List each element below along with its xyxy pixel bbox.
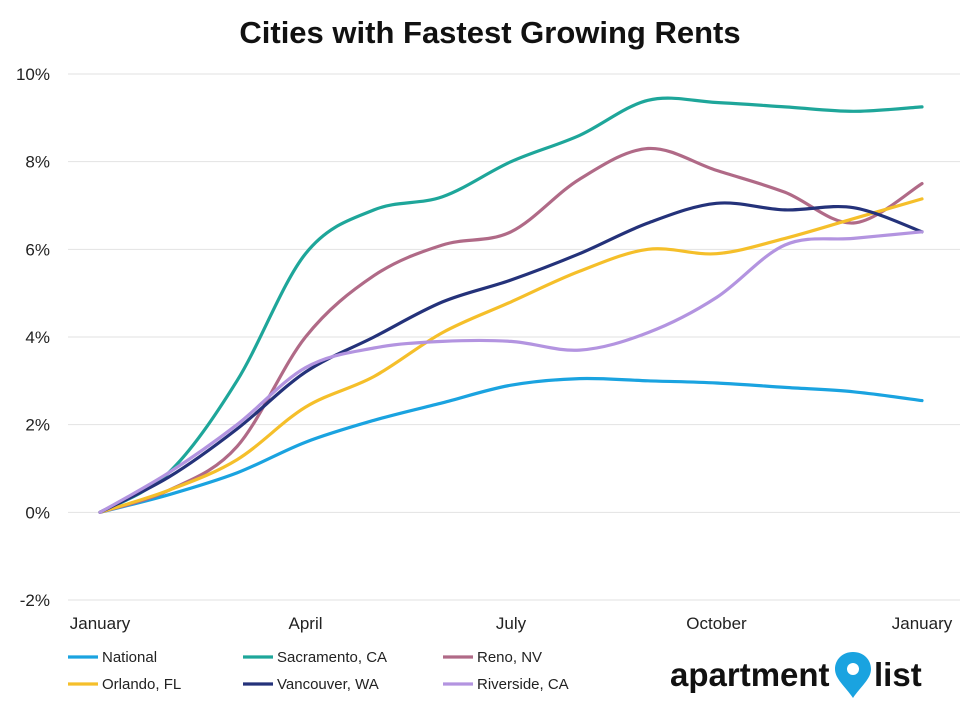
legend-item-national: National — [68, 649, 157, 666]
series-line-vancouver-wa — [98, 201, 924, 514]
legend-item-riverside-ca: Riverside, CA — [443, 676, 569, 693]
legend-label: National — [102, 649, 157, 666]
apartment-list-logo: apartment list — [670, 652, 922, 698]
legend-item-sacramento-ca: Sacramento, CA — [243, 649, 387, 666]
y-tick-label: 8% — [25, 153, 50, 172]
legend-label: Reno, NV — [477, 649, 542, 666]
logo-text-list: list — [874, 656, 922, 693]
chart-title: Cities with Fastest Growing Rents — [239, 15, 740, 50]
legend-item-reno-nv: Reno, NV — [443, 649, 542, 666]
y-tick-label: -2% — [20, 591, 50, 610]
y-axis-ticks: -2% 0% 2% 4% 6% 8% 10% — [16, 65, 50, 610]
series-line-national — [98, 376, 924, 514]
x-tick-label: April — [288, 614, 322, 633]
x-axis-ticks: January April July October January — [70, 614, 953, 633]
legend-label: Sacramento, CA — [277, 649, 387, 666]
legend-item-vancouver-wa: Vancouver, WA — [243, 676, 379, 693]
y-tick-label: 10% — [16, 65, 50, 84]
series-lines — [98, 96, 924, 514]
gridlines — [68, 73, 960, 601]
y-tick-label: 0% — [25, 503, 50, 522]
legend: National Sacramento, CA Reno, NV Orlando, F… — [68, 649, 569, 693]
x-tick-label: July — [496, 614, 527, 633]
y-tick-label: 4% — [25, 328, 50, 347]
x-tick-label: January — [892, 614, 953, 633]
series-line-reno-nv — [98, 146, 924, 514]
series-line-sacramento-ca — [98, 96, 924, 514]
logo-text-apartment: apartment — [670, 656, 830, 693]
x-tick-label: October — [686, 614, 747, 633]
series-line-orlando-fl — [98, 197, 924, 514]
legend-item-orlando-fl: Orlando, FL — [68, 676, 181, 693]
y-tick-label: 2% — [25, 416, 50, 435]
map-pin-icon — [835, 652, 871, 698]
y-tick-label: 6% — [25, 240, 50, 259]
legend-label: Orlando, FL — [102, 676, 181, 693]
legend-label: Vancouver, WA — [277, 676, 379, 693]
legend-label: Riverside, CA — [477, 676, 569, 693]
series-line-riverside-ca — [98, 230, 924, 514]
x-tick-label: January — [70, 614, 131, 633]
